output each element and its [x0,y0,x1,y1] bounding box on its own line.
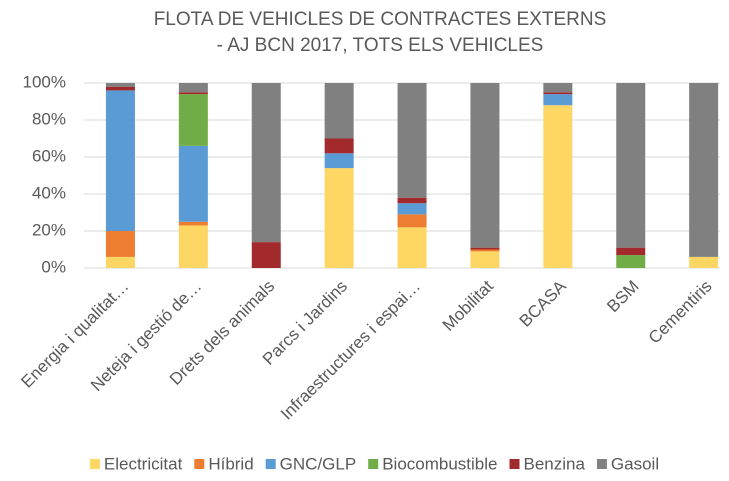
bar-segment [616,255,646,268]
legend-label: Benzina [523,454,585,473]
bar-segment [324,83,354,139]
bar-segment [178,225,208,268]
bar-segment [105,90,135,232]
bar-segment [543,94,573,106]
legend-label: Gasoil [611,454,659,473]
bar-segment [105,83,135,87]
y-tick-label: 40% [32,183,66,202]
bar-segment [178,145,208,222]
bar-segment [324,168,354,268]
bar-segment [397,203,427,215]
bar-segment [543,105,573,268]
bar-segment [178,94,208,146]
bar-segment [105,86,135,91]
y-tick-label: 100% [23,72,66,91]
bar-segment [178,221,208,226]
bar-segment [689,83,719,257]
y-tick-label: 0% [41,257,66,276]
bar-segment [397,83,427,198]
bar-segment [178,92,208,95]
bar-segment [251,242,281,268]
bar-segment [397,227,427,268]
bar-segment [543,83,573,93]
legend-swatch [194,459,205,469]
chart-title: FLOTA DE VEHICLES DE CONTRACTES EXTERNS [154,9,607,30]
y-tick-label: 60% [32,146,66,165]
x-tick-label: Infraestructures i espai… [277,277,424,424]
y-tick-label: 20% [32,220,66,239]
bar-segment [324,138,354,154]
bar-segment [543,92,573,95]
bar-segment [397,214,427,228]
bar-segment [105,256,135,268]
bar-segment [470,83,500,248]
bar-segment [470,247,500,250]
y-tick-label: 80% [32,109,66,128]
bar-segment [616,247,646,256]
legend-swatch [368,459,379,469]
bar-segment [178,83,208,93]
x-tick-label: BCASA [516,276,571,331]
legend-swatch [596,459,607,469]
legend-label: Biocombustible [382,454,497,473]
bar-segment [616,83,646,248]
bar-segment [105,231,135,257]
legend-swatch [509,459,520,469]
x-tick-label: BSM [603,277,642,316]
bar-segment [397,197,427,204]
legend-label: Híbrid [208,454,253,473]
x-tick-label: Mobilitat [439,276,497,334]
legend-swatch [265,459,276,469]
legend-swatch [89,459,100,469]
bar-segment [689,256,719,268]
bar-segment [324,153,354,169]
legend-label: Electricitat [104,454,183,473]
chart-title: - AJ BCN 2017, TOTS ELS VEHICLES [217,35,544,56]
bar-segment [470,251,500,268]
x-tick-label: Cementiris [645,277,716,348]
bar-segment [470,249,500,252]
bar-segment [251,83,281,243]
legend-label: GNC/GLP [280,454,357,473]
